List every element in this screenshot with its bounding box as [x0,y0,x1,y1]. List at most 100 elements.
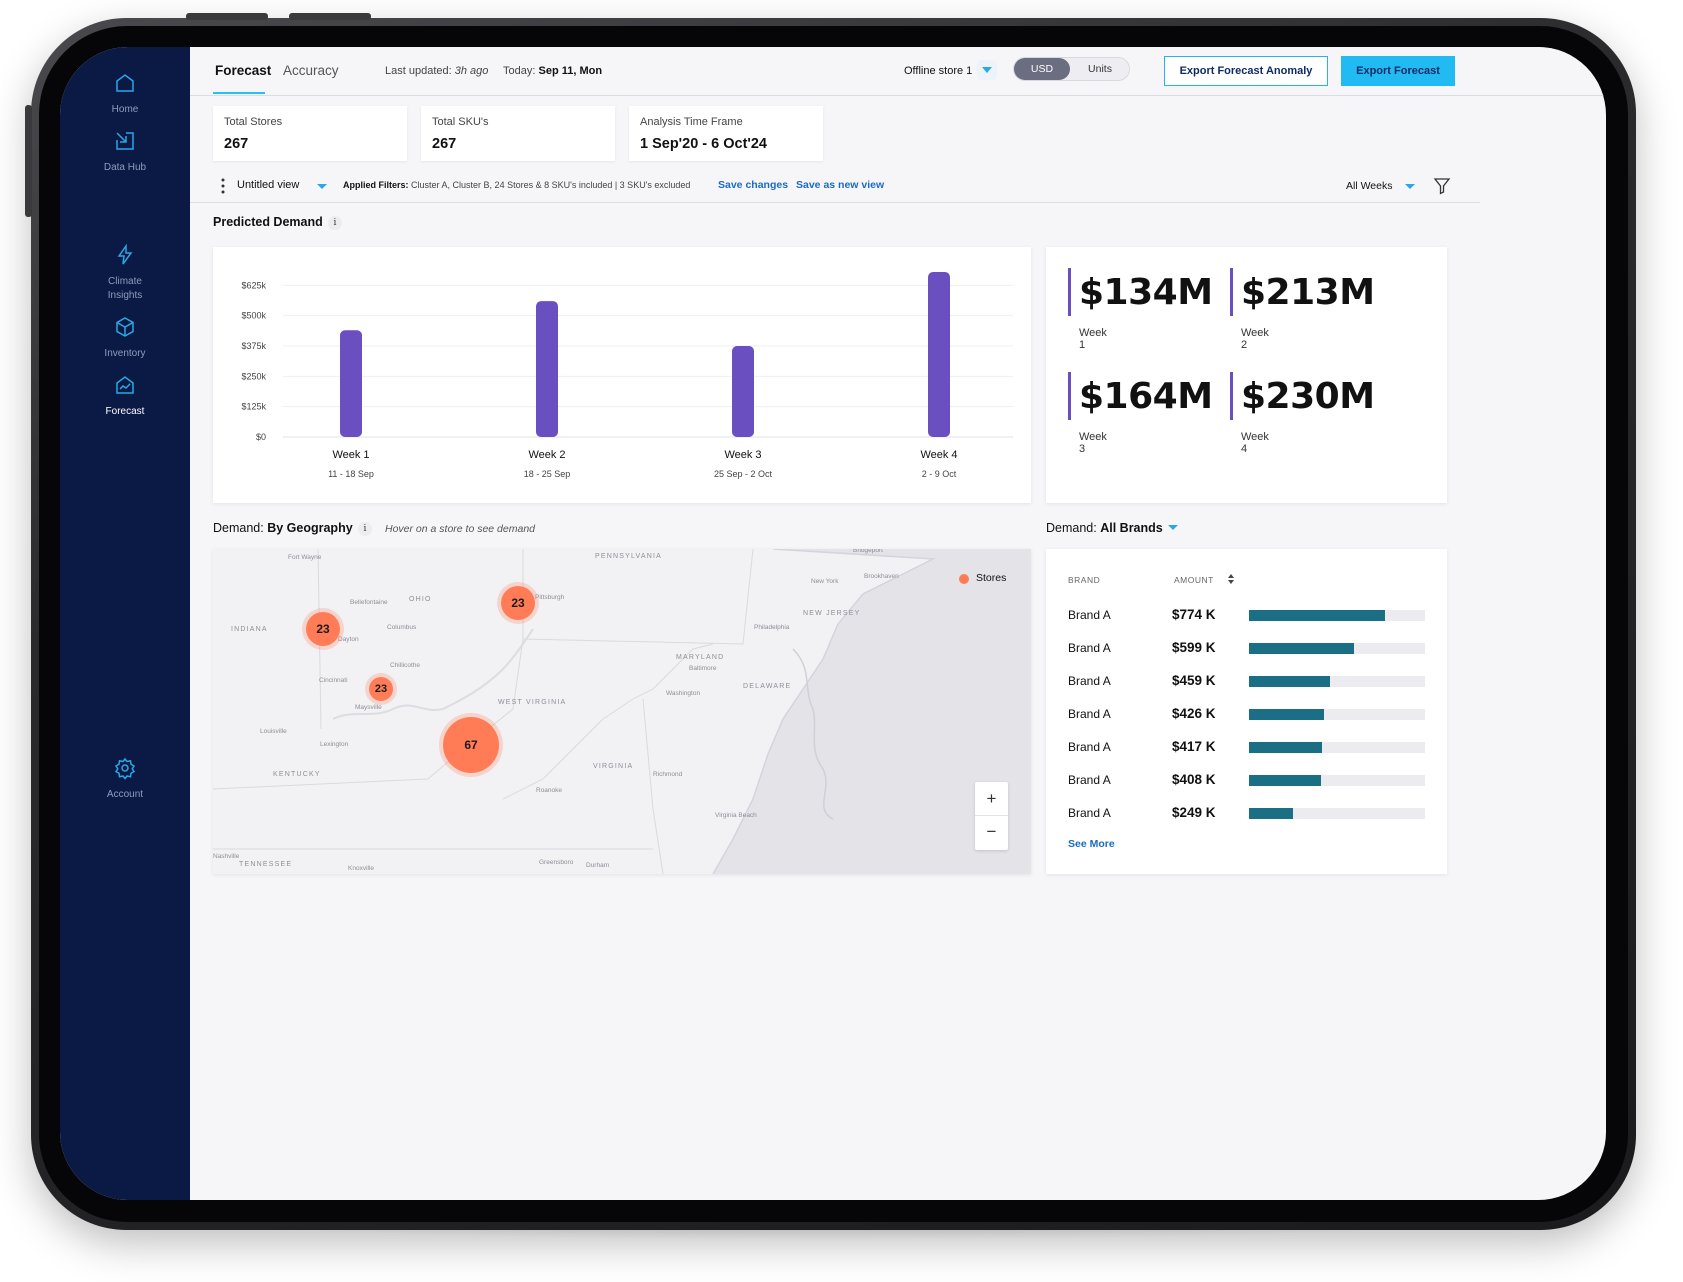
brand-bar-track [1249,742,1425,753]
map-place-label: Bellefontaine [350,599,388,606]
kebab-menu-icon[interactable] [221,178,225,194]
table-row[interactable]: Brand A $417 K [1046,738,1447,758]
toggle-units[interactable]: Units [1088,63,1112,75]
chevron-down-icon[interactable] [314,178,330,194]
today-label: Today: [503,65,536,77]
brand-amount: $249 K [1172,805,1216,820]
chevron-down-icon[interactable] [1402,178,1418,194]
y-tick-label: $375k [241,341,266,351]
map-place-label: Dayton [338,636,359,643]
info-icon[interactable]: i [328,216,342,230]
brand-amount: $599 K [1172,640,1216,655]
table-row[interactable]: Brand A $774 K [1046,606,1447,626]
table-row[interactable]: Brand A $408 K [1046,771,1447,791]
y-tick-label: $625k [241,280,266,290]
x-tick-label: Week 1 [332,449,369,461]
weeks-select[interactable]: All Weeks [1346,180,1393,192]
tab-forecast[interactable]: Forecast [215,63,272,78]
kpi-value: $213M [1241,272,1375,313]
weekly-kpi-card: $134M Week 1 $213M Week 2 $164M Week 3 $… [1046,247,1447,503]
table-row[interactable]: Brand A $249 K [1046,804,1447,824]
brand-bar-fill [1249,610,1386,621]
map-legend: Stores [976,572,1007,584]
kpi-label: Week 3 [1079,431,1107,455]
x-tick-label: Week 2 [528,449,565,461]
bar[interactable] [732,346,754,437]
sidebar-item-home[interactable]: Home [60,71,190,117]
zoom-in-button[interactable]: + [975,782,1008,816]
brand-bar-fill [1249,643,1355,654]
sort-icon[interactable] [1226,573,1236,585]
map-place-label: TENNESSEE [239,861,292,868]
brands-select[interactable]: All Brands [1100,521,1163,535]
save-as-new-view-link[interactable]: Save as new view [796,179,885,191]
map-place-label: KENTUCKY [273,771,321,778]
kpi-accent-bar [1230,372,1233,420]
view-name[interactable]: Untitled view [237,179,300,191]
save-changes-link[interactable]: Save changes [718,179,789,191]
map-place-label: Lexington [320,741,349,748]
column-header-amount[interactable]: AMOUNT [1174,575,1214,585]
bar[interactable] [928,272,950,437]
geography-map[interactable]: Fort Wayne Bellefontaine OHIO Columbus INDIA… [213,549,1031,874]
sidebar-item-account[interactable]: Account [60,756,190,802]
predicted-demand-chart: $0 $125k $250k $375k $500k $625k Week 1 11 - 18… [213,247,1031,503]
map-place-label: Brookhaven [864,573,899,580]
map-place-label: MARYLAND [676,654,724,661]
table-row[interactable]: Brand A $599 K [1046,639,1447,659]
store-cluster[interactable]: 23 [501,586,535,620]
table-row[interactable]: Brand A $426 K [1046,705,1447,725]
stat-value: 267 [432,136,457,152]
tab-accuracy[interactable]: Accuracy [283,63,339,78]
sidebar-item-data-hub[interactable]: Data Hub [60,129,190,175]
map-place-label: Greensboro [539,859,574,866]
kpi-value: $230M [1241,376,1375,417]
store-cluster[interactable]: 23 [369,677,393,701]
map-place-label: Cincinnati [319,677,348,684]
see-more-link[interactable]: See More [1068,838,1115,850]
applied-filters-value: Cluster A, Cluster B, 24 Stores & 8 SKU'… [411,180,691,190]
sidebar-item-label: Forecast [105,406,145,417]
export-forecast-anomaly-button[interactable]: Export Forecast Anomaly [1164,56,1328,86]
map-place-label: INDIANA [231,626,268,633]
cube-icon [116,317,134,337]
last-updated: Last updated: 3h ago [385,65,488,77]
store-select[interactable]: Offline store 1 [904,65,973,77]
data-hub-icon [116,132,134,150]
info-icon[interactable]: i [358,522,372,536]
sidebar-item-climate-insights[interactable]: Climate Insights [60,243,190,303]
sidebar-item-label: Climate Insights [107,276,143,301]
map-place-label: Louisville [260,728,287,735]
brand-amount: $417 K [1172,739,1216,754]
kpi-label: Week 2 [1241,327,1269,351]
map-place-label: Knoxville [348,865,374,872]
sidebar-item-inventory[interactable]: Inventory [60,315,190,361]
stat-value: 1 Sep'20 - 6 Oct'24 [640,136,767,152]
store-cluster[interactable]: 67 [443,717,499,773]
sidebar: Home Data Hub Climate Insights Inventory… [60,47,190,1200]
table-row[interactable]: Brand A $459 K [1046,672,1447,692]
filter-icon[interactable] [1432,176,1452,196]
chevron-down-icon[interactable] [977,60,997,80]
toggle-usd[interactable]: USD [1014,58,1070,80]
chevron-down-icon[interactable] [1165,519,1181,535]
today-value: Sep 11, Mon [538,65,603,77]
geography-title-text: By Geography [267,521,353,535]
bar[interactable] [536,301,558,437]
geography-prefix: Demand: [213,521,264,535]
zoom-out-button[interactable]: − [986,822,997,841]
store-cluster[interactable]: 23 [306,612,340,646]
sidebar-item-forecast[interactable]: Forecast [60,373,190,419]
map-place-label: DELAWARE [743,683,791,690]
active-tab-indicator [213,92,265,94]
x-tick-label: Week 4 [920,449,957,461]
export-forecast-button[interactable]: Export Forecast [1341,56,1455,86]
stat-card-total-stores: Total Stores 267 [213,106,407,161]
brand-bar-fill [1249,676,1330,687]
brand-amount: $426 K [1172,706,1216,721]
y-tick-label: $500k [241,311,266,321]
y-tick-label: $250k [241,371,266,381]
sidebar-item-label: Data Hub [103,162,147,173]
sidebar-item-label: Inventory [104,348,146,359]
bar[interactable] [340,330,362,437]
